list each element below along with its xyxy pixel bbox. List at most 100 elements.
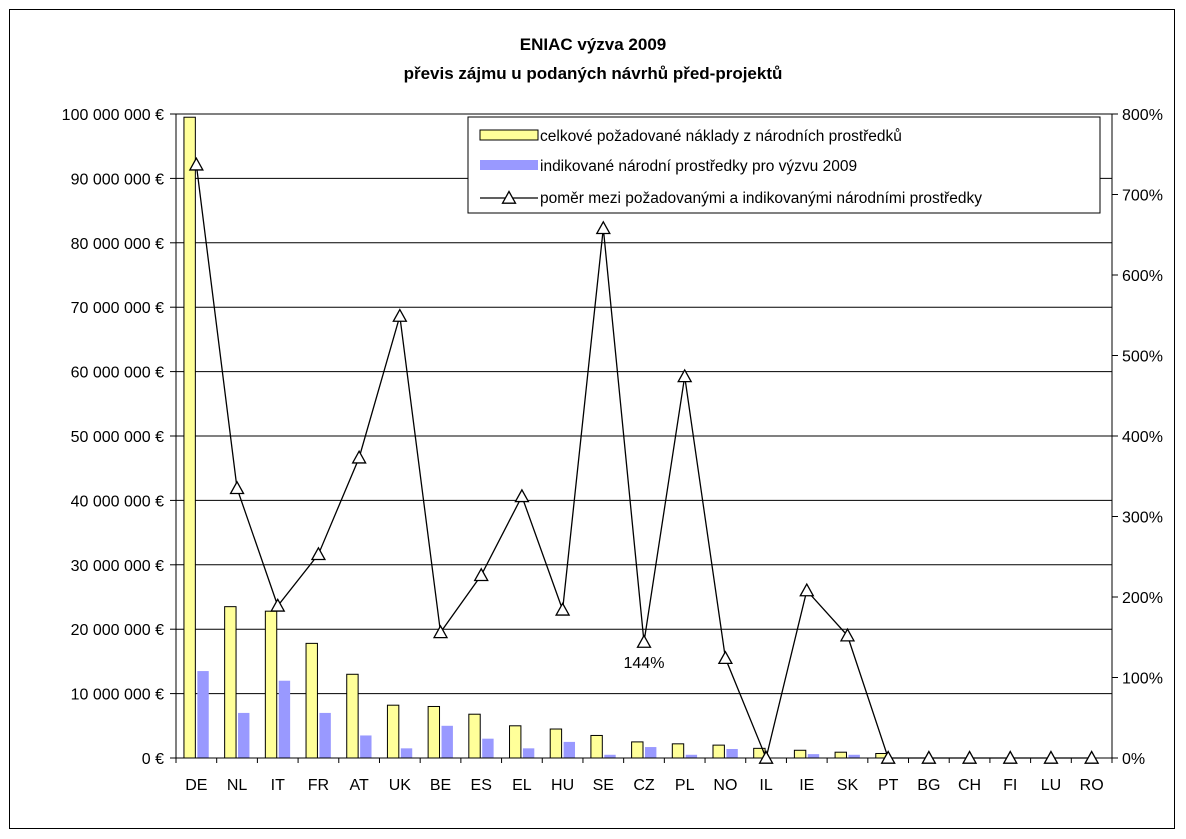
right-tick-label: 700% <box>1122 188 1163 205</box>
right-tick-label: 400% <box>1122 429 1163 446</box>
ratio-marker-RO <box>1084 750 1100 764</box>
right-tick-label: 300% <box>1122 510 1163 527</box>
bar-indicated-SK <box>848 754 860 758</box>
category-label-PL: PL <box>675 777 695 794</box>
bar-requested-BE <box>427 705 441 759</box>
left-tick-label: 90 000 000 € <box>71 171 165 188</box>
legend-swatch-indicated <box>480 160 538 170</box>
bar-requested-ES <box>468 713 481 759</box>
category-label-IE: IE <box>799 777 814 794</box>
legend-label-indicated: indikované národní prostředky pro výzvu … <box>540 158 857 175</box>
category-label-SK: SK <box>837 777 859 794</box>
left-tick-label: 60 000 000 € <box>71 365 165 382</box>
category-label-CH: CH <box>958 777 981 794</box>
legend-box <box>467 116 1101 214</box>
category-label-CZ: CZ <box>633 777 655 794</box>
bar-requested-UK <box>386 704 400 759</box>
ratio-marker-FI <box>1002 750 1018 764</box>
ratio-marker-NL <box>229 480 245 495</box>
ratio-line <box>188 156 1100 764</box>
ratio-marker-EL <box>514 488 530 503</box>
right-tick-label: 0% <box>1122 751 1145 768</box>
category-label-LU: LU <box>1041 777 1061 794</box>
legend-swatch-ratio-marker <box>501 190 517 204</box>
bar-requested-IT <box>264 610 278 759</box>
category-label-SE: SE <box>593 777 614 794</box>
right-tick-label: 800% <box>1122 107 1163 124</box>
bar-requested-IE <box>793 749 807 759</box>
bar-indicated-UK <box>400 748 413 758</box>
category-label-FI: FI <box>1003 777 1017 794</box>
ratio-marker-HU <box>555 602 571 616</box>
category-label-HU: HU <box>551 777 574 794</box>
bar-indicated-AT <box>360 735 372 758</box>
category-label-BE: BE <box>430 777 451 794</box>
left-tick-label: 10 000 000 € <box>71 687 165 704</box>
annotations: 144% <box>624 655 665 672</box>
legend-label-requested: celkové požadované náklady z národních p… <box>540 128 902 145</box>
left-tick-label: 50 000 000 € <box>71 429 165 446</box>
bar-requested-SK <box>834 751 847 759</box>
bar-indicated-HU <box>563 741 576 758</box>
legend-label-ratio: poměr mezi požadovanými a indikovanými n… <box>540 190 982 207</box>
ratio-marker-SE <box>595 220 611 235</box>
category-label-EL: EL <box>512 777 532 794</box>
bar-requested-FR <box>305 642 318 759</box>
right-tick-label: 500% <box>1122 349 1163 366</box>
ratio-marker-DE <box>188 156 204 171</box>
category-label-NL: NL <box>227 777 248 794</box>
bar-indicated-PL <box>685 754 698 758</box>
bar-indicated-NL <box>238 712 250 758</box>
category-label-FR: FR <box>308 777 329 794</box>
bar-indicated-FR <box>319 712 331 758</box>
bar-requested-NL <box>224 606 237 759</box>
bar-indicated-BE <box>441 725 453 758</box>
bar-requested-NO <box>712 744 725 759</box>
ratio-marker-CH <box>961 750 978 764</box>
category-label-NO: NO <box>713 777 737 794</box>
bar-indicated-IE <box>807 754 820 758</box>
bar-requested-AT <box>346 673 359 759</box>
legend: celkové požadované náklady z národních p… <box>467 116 1101 214</box>
ratio-marker-UK <box>392 308 408 322</box>
category-label-UK: UK <box>389 777 412 794</box>
category-label-DE: DE <box>185 777 207 794</box>
ratio-marker-ES <box>473 567 489 582</box>
bar-indicated-EL <box>522 748 535 758</box>
ratio-marker-SK <box>839 627 856 642</box>
category-label-IT: IT <box>271 777 285 794</box>
category-label-PT: PT <box>878 777 899 794</box>
bar-indicated-SE <box>604 754 616 758</box>
left-tick-label: 70 000 000 € <box>71 300 165 317</box>
left-tick-label: 100 000 000 € <box>62 107 164 124</box>
ratio-marker-PL <box>677 368 693 383</box>
bars <box>183 116 888 759</box>
bar-requested-SE <box>590 734 603 759</box>
left-tick-label: 20 000 000 € <box>71 622 165 639</box>
chart-subtitle: převis zájmu u podaných návrhů před-proj… <box>404 64 783 83</box>
ratio-marker-BE <box>432 624 449 639</box>
left-tick-label: 30 000 000 € <box>71 558 165 575</box>
bar-requested-CZ <box>631 741 644 759</box>
bar-indicated-CZ <box>645 747 657 758</box>
ratio-marker-AT <box>351 449 367 464</box>
ratio-marker-IL <box>758 750 774 764</box>
ratio-marker-PT <box>880 750 896 764</box>
bar-requested-PL <box>671 743 685 759</box>
left-tick-label: 40 000 000 € <box>71 493 165 510</box>
legend-swatch-requested <box>479 129 539 141</box>
right-tick-label: 600% <box>1122 268 1163 285</box>
tick-labels: 0 € 10 000 000 € 20 000 000 € 30 000 000 € 4… <box>62 107 1163 794</box>
bar-indicated-NO <box>726 748 738 758</box>
ratio-marker-FR <box>310 546 327 561</box>
right-tick-label: 100% <box>1122 671 1163 688</box>
ratio-marker-BG <box>921 750 937 764</box>
bar-indicated-ES <box>482 738 494 758</box>
left-tick-label: 0 € <box>142 751 164 768</box>
right-tick-label: 200% <box>1122 590 1163 607</box>
annotation-label: 144% <box>624 655 665 672</box>
bar-indicated-DE <box>197 671 209 758</box>
left-tick-label: 80 000 000 € <box>71 236 165 253</box>
bar-requested-HU <box>549 728 563 759</box>
